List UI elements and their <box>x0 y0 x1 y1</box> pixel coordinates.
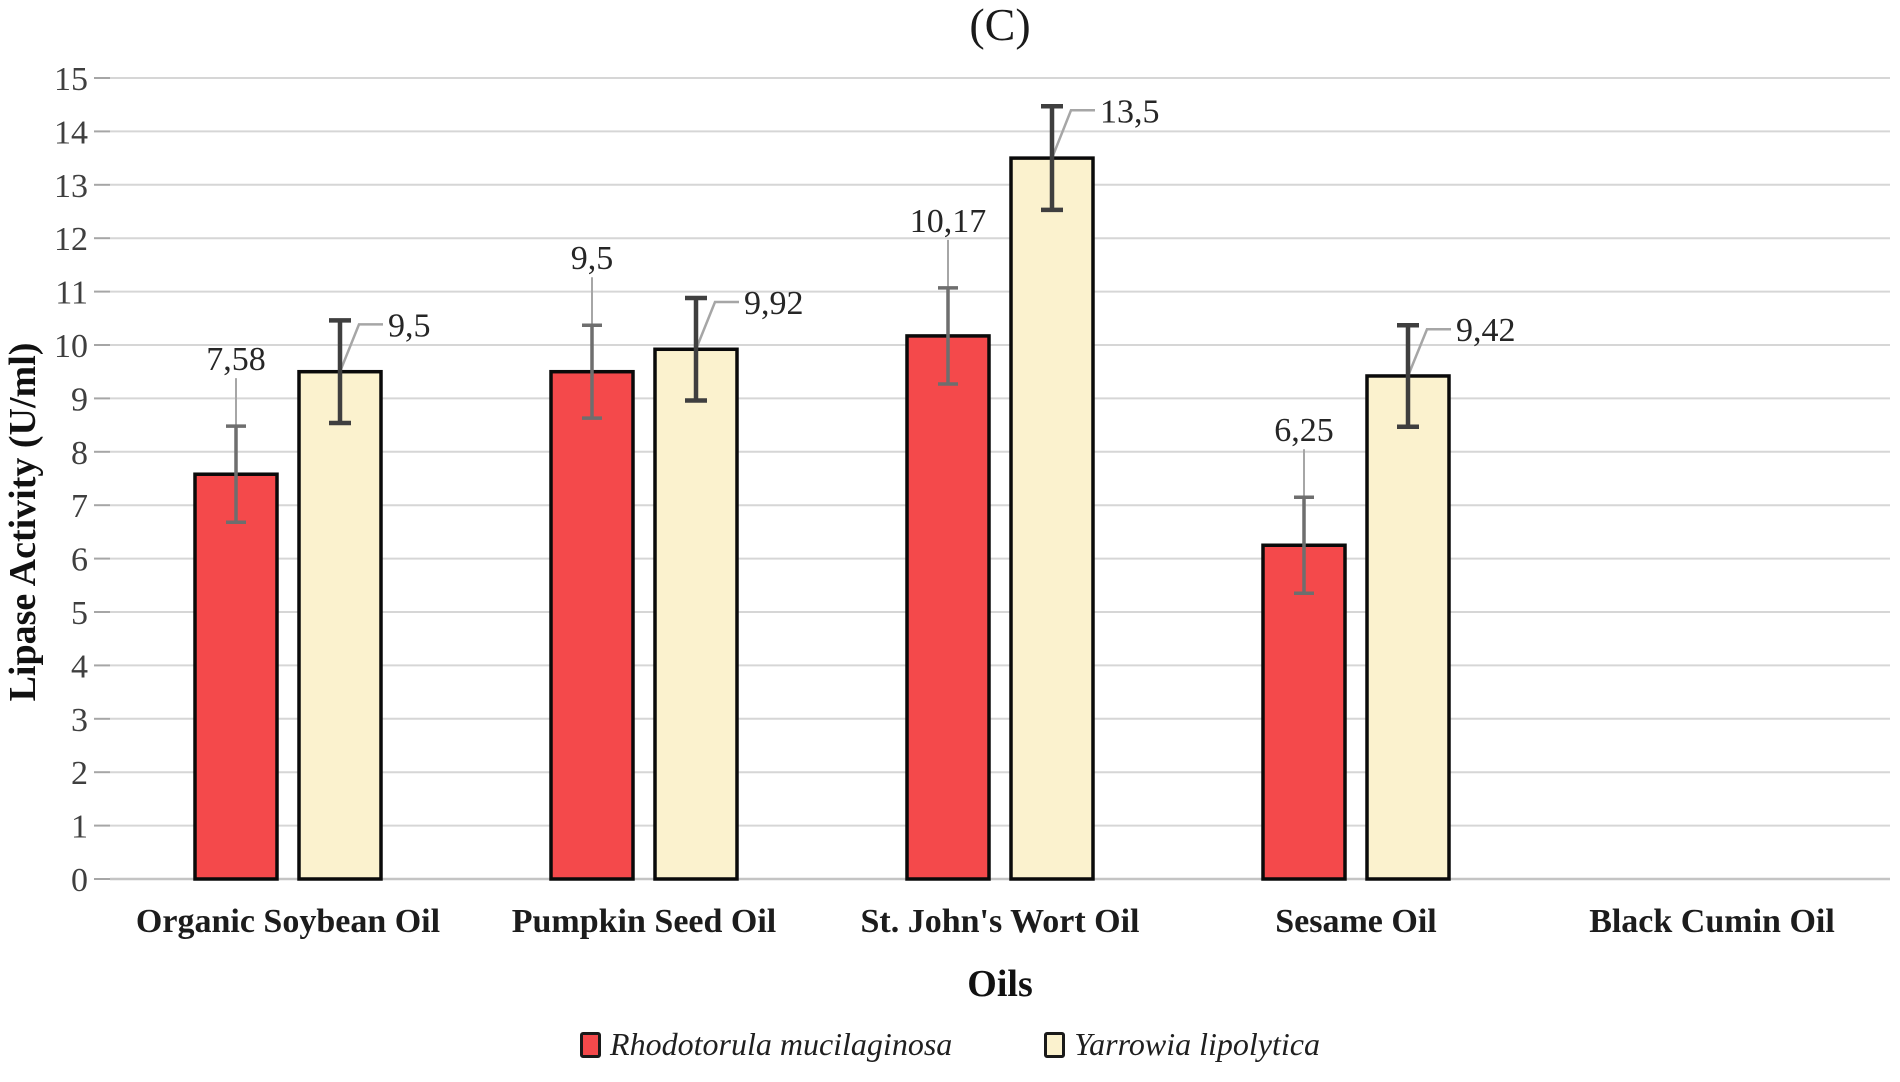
legend-item-yarrowia: Yarrowia lipolytica <box>1044 1026 1320 1063</box>
y-tick-label: 12 <box>54 221 88 258</box>
y-tick-label: 3 <box>71 702 88 739</box>
legend-swatch-rhodotorula <box>580 1031 602 1058</box>
chart-title: (C) <box>969 0 1031 50</box>
category-label: St. John's Wort Oil <box>861 903 1140 940</box>
category-label: Sesame Oil <box>1275 903 1436 940</box>
y-tick-label: 13 <box>54 168 88 205</box>
bar <box>193 472 279 881</box>
data-label: 9,5 <box>388 307 431 344</box>
category-label: Organic Soybean Oil <box>136 903 440 940</box>
data-label: 7,58 <box>206 341 266 378</box>
legend-label-rhodotorula: Rhodotorula mucilaginosa <box>610 1026 953 1062</box>
y-tick-label: 4 <box>71 648 88 685</box>
legend: Rhodotorula mucilaginosa Yarrowia lipoly… <box>0 1026 1900 1063</box>
y-tick-label: 11 <box>55 275 88 312</box>
y-tick-label: 8 <box>71 435 88 472</box>
bar <box>653 347 739 881</box>
y-tick-label: 14 <box>54 114 88 151</box>
y-tick-label: 5 <box>71 595 88 632</box>
label-leader <box>338 323 383 373</box>
legend-swatch-yarrowia <box>1044 1031 1066 1058</box>
bar <box>297 369 383 881</box>
y-tick-label: 2 <box>71 755 88 792</box>
category-label: Pumpkin Seed Oil <box>512 903 777 940</box>
bar <box>549 369 635 881</box>
y-tick-label: 1 <box>71 809 88 846</box>
y-tick-label: 7 <box>71 488 88 525</box>
bar <box>1365 374 1451 881</box>
label-leader <box>1406 327 1451 377</box>
bar <box>905 334 991 881</box>
legend-label-yarrowia: Yarrowia lipolytica <box>1074 1026 1320 1062</box>
data-label: 13,5 <box>1100 93 1160 130</box>
y-tick-label: 6 <box>71 542 88 579</box>
bar <box>1009 156 1095 881</box>
bar <box>1261 543 1347 881</box>
legend-item-rhodotorula: Rhodotorula mucilaginosa <box>580 1026 952 1063</box>
y-tick-label: 9 <box>71 381 88 418</box>
data-label: 6,25 <box>1274 412 1334 449</box>
data-label: 9,5 <box>571 240 614 277</box>
y-tick-label: 0 <box>71 862 88 899</box>
data-label: 9,92 <box>744 285 804 322</box>
x-axis-title: Oils <box>967 963 1033 1005</box>
label-leader <box>1050 109 1095 159</box>
y-tick-label: 15 <box>54 61 88 98</box>
label-leader <box>694 300 739 350</box>
data-label: 10,17 <box>910 203 987 240</box>
category-label: Black Cumin Oil <box>1589 903 1835 940</box>
y-tick-label: 10 <box>54 328 88 365</box>
data-label: 9,42 <box>1456 312 1516 349</box>
